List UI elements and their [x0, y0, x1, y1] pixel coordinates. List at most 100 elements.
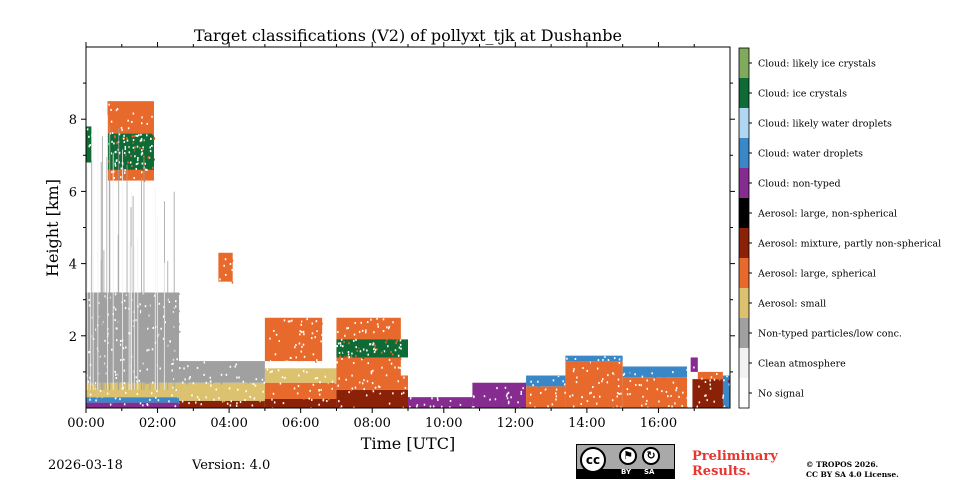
class-speckle — [352, 398, 354, 401]
class-speckle — [337, 342, 340, 345]
class-speckle — [592, 386, 594, 389]
class-speckle — [133, 149, 136, 152]
class-speckle — [423, 403, 426, 406]
class-speckle — [361, 329, 364, 332]
class-speckle — [254, 403, 257, 406]
class-speckle — [152, 160, 154, 163]
class-speckle — [534, 406, 536, 408]
class-speckle — [641, 404, 643, 407]
class-speckle — [172, 362, 175, 365]
class-speckle — [88, 299, 90, 302]
class-speckle — [295, 344, 297, 347]
class-speckle — [376, 395, 379, 398]
class-speckle — [545, 377, 547, 380]
class-speckle — [132, 149, 135, 152]
class-speckle — [307, 383, 310, 386]
class-speckle — [229, 379, 232, 382]
class-speckle — [505, 394, 508, 397]
colorbar-swatch — [739, 228, 749, 258]
class-speckle — [714, 384, 716, 387]
class-speckle — [132, 138, 135, 141]
class-speckle — [339, 342, 342, 345]
class-speckle — [534, 394, 537, 397]
class-speckle — [602, 358, 604, 361]
class-speckle — [342, 351, 345, 354]
class-speckle — [532, 384, 534, 387]
class-speckle — [181, 400, 184, 403]
class-speckle — [238, 376, 240, 379]
class-speckle — [373, 405, 375, 408]
class-speckle — [351, 387, 354, 390]
class-speckle — [395, 386, 397, 389]
class-speckle — [291, 319, 293, 322]
class-speckle — [292, 328, 295, 331]
class-speckle — [119, 331, 121, 334]
class-speckle — [507, 400, 510, 403]
class-speckle — [327, 395, 330, 398]
class-speckle — [717, 389, 719, 392]
class-streak — [133, 245, 135, 390]
class-speckle — [323, 379, 325, 382]
class-speckle — [149, 398, 151, 401]
class-speckle — [114, 308, 117, 311]
class-speckle — [618, 362, 621, 365]
class-speckle — [271, 370, 273, 373]
x-tick-label: 12:00 — [497, 416, 534, 431]
class-speckle — [524, 382, 527, 385]
class-speckle — [190, 384, 192, 387]
class-speckle — [111, 140, 113, 143]
class-speckle — [670, 394, 672, 397]
class-region — [565, 361, 623, 408]
class-speckle — [183, 397, 185, 400]
class-speckle — [616, 395, 618, 398]
class-speckle — [136, 171, 139, 174]
class-speckle — [138, 379, 141, 382]
class-speckle — [341, 373, 343, 376]
class-speckle — [399, 357, 402, 360]
class-speckle — [151, 144, 153, 147]
class-speckle — [693, 366, 695, 369]
class-speckle — [187, 365, 189, 368]
class-streak — [132, 195, 134, 390]
class-speckle — [298, 359, 300, 362]
class-speckle — [89, 301, 91, 304]
class-speckle — [706, 399, 708, 402]
class-speckle — [160, 327, 162, 330]
colorbar-label: Clean atmosphere — [758, 359, 846, 370]
class-speckle — [272, 388, 274, 391]
class-speckle — [392, 392, 394, 395]
class-speckle — [133, 135, 135, 138]
class-speckle — [295, 385, 297, 388]
colorbar-swatch — [739, 348, 749, 378]
class-speckle — [269, 337, 271, 340]
y-axis-label: Height [km] — [43, 179, 62, 277]
class-speckle — [168, 346, 171, 349]
class-speckle — [611, 399, 614, 402]
colorbar-swatch — [739, 318, 749, 348]
class-speckle — [111, 132, 114, 135]
class-speckle — [119, 296, 121, 299]
class-speckle — [372, 337, 374, 340]
class-region — [86, 292, 180, 383]
class-speckle — [231, 268, 233, 271]
class-speckle — [644, 378, 647, 381]
class-speckle — [344, 334, 346, 337]
class-speckle — [710, 376, 713, 379]
class-speckle — [172, 301, 175, 304]
class-speckle — [349, 329, 352, 332]
class-speckle — [152, 132, 154, 135]
class-speckle — [147, 381, 149, 384]
class-speckle — [86, 128, 89, 131]
class-speckle — [409, 397, 412, 400]
class-speckle — [343, 363, 345, 366]
class-speckle — [157, 399, 160, 402]
class-speckle — [671, 405, 673, 408]
class-speckle — [138, 124, 141, 127]
class-speckle — [295, 356, 297, 359]
class-speckle — [109, 152, 112, 155]
class-speckle — [372, 343, 374, 346]
class-speckle — [359, 363, 361, 366]
class-speckle — [555, 398, 557, 401]
class-speckle — [704, 380, 707, 383]
class-speckle — [661, 405, 664, 408]
